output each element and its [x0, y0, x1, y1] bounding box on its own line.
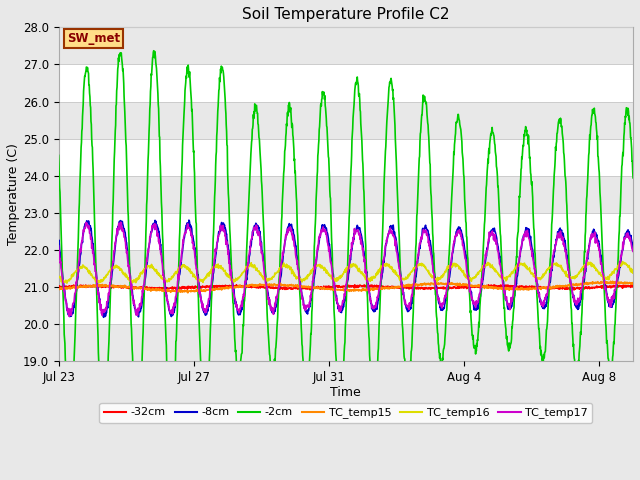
- Bar: [59, 287, 633, 324]
- Title: Soil Temperature Profile C2: Soil Temperature Profile C2: [242, 7, 449, 22]
- Text: SW_met: SW_met: [67, 32, 120, 45]
- Bar: [59, 64, 633, 102]
- Bar: [59, 102, 633, 139]
- Legend: -32cm, -8cm, -2cm, TC_temp15, TC_temp16, TC_temp17: -32cm, -8cm, -2cm, TC_temp15, TC_temp16,…: [99, 403, 592, 423]
- Y-axis label: Temperature (C): Temperature (C): [7, 144, 20, 245]
- Bar: [59, 324, 633, 361]
- X-axis label: Time: Time: [330, 385, 361, 398]
- Bar: [59, 213, 633, 250]
- Bar: [59, 27, 633, 64]
- Bar: [59, 176, 633, 213]
- Bar: [59, 139, 633, 176]
- Bar: [59, 250, 633, 287]
